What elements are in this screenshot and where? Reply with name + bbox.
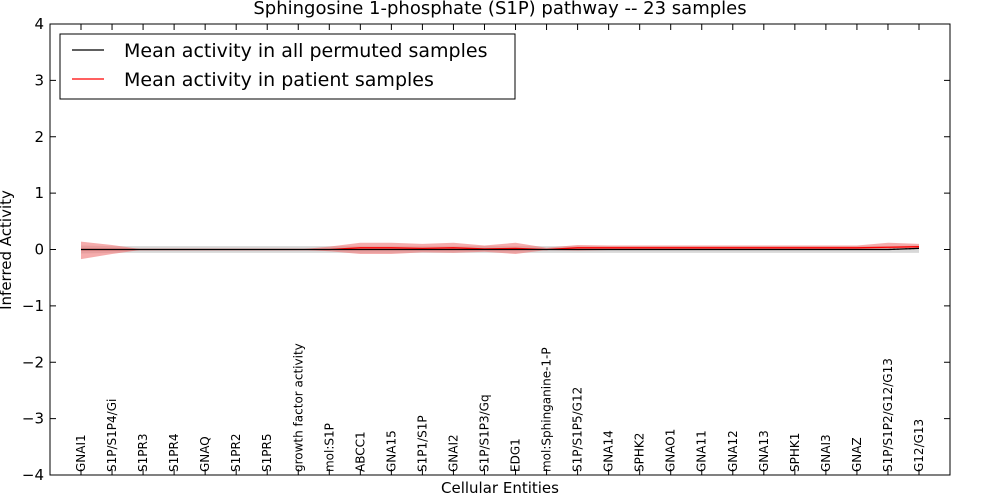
x-tick-label: S1P/S1P3/Gq [477,394,491,472]
x-tick-label: S1PR3 [136,434,150,472]
x-tick-label: GNA15 [384,430,398,472]
patient-band [81,241,919,260]
x-tick-label: S1PR4 [167,434,181,472]
y-tick-label: 4 [34,15,44,33]
x-tick-label: GNAQ [198,436,212,472]
lines-layer [81,246,920,251]
x-tick-label: mol:Sphinganine-1-P [540,347,554,472]
x-tick-label: S1PR5 [260,434,274,472]
x-tick-label: S1P1/S1P [415,415,429,472]
y-tick-label: −1 [22,297,44,315]
x-tick-label: S1P/S1P5/G12 [571,387,585,472]
y-tick-label: 2 [34,128,44,146]
permuted-mean-line [81,247,920,251]
x-tick-label: SPHK2 [633,433,647,472]
x-tick-label: S1P/S1P2/G12/G13 [881,358,895,472]
x-tick-label: GNAO1 [664,429,678,472]
x-tick-label: GNA13 [757,430,771,472]
y-tick-label: 0 [34,241,44,259]
x-tick-label: growth factor activity [291,343,305,472]
x-tick-label: ABCC1 [353,431,367,472]
y-axis: 4 3 2 1 0 −1 −2 −3 −4 [22,15,950,484]
legend-box [59,33,516,100]
x-axis-label: Cellular Entities [441,479,559,497]
x-tick-label: S1P/S1P4/Gi [105,399,119,472]
legend-label-permuted: Mean activity in all permuted samples [124,40,487,62]
y-tick-label: −2 [22,353,44,371]
x-tick-label: mol:S1P [322,423,336,472]
y-tick-label: −3 [22,410,44,428]
x-tick-label: GNAI1 [74,434,88,472]
x-tick-label: GNAI2 [446,434,460,472]
x-tick-label: SPHK1 [788,433,802,472]
x-tick-label: GNAZ [850,437,864,472]
x-tick-label: GNA14 [602,430,616,472]
chart-title: Sphingosine 1-phosphate (S1P) pathway --… [253,0,746,19]
x-tick-label: EDG1 [509,438,523,472]
x-tick-label: G12/G13 [912,419,926,472]
legend: Mean activity in all permuted samples Me… [59,33,516,100]
x-tick-label: GNAI3 [819,434,833,472]
x-axis: GNAI1 S1P/S1P4/Gi S1PR3 S1PR4 GNAQ S1PR2 S1PR5… [74,24,926,475]
y-axis-label: Inferred Activity [0,190,15,310]
y-tick-label: 1 [34,184,44,202]
x-tick-label: GNA11 [695,430,709,472]
y-tick-label: −4 [22,466,44,484]
x-tick-label: GNA12 [726,430,740,472]
y-tick-label: 3 [34,71,44,89]
legend-label-patient: Mean activity in patient samples [124,69,434,91]
x-tick-label: S1PR2 [229,434,243,472]
